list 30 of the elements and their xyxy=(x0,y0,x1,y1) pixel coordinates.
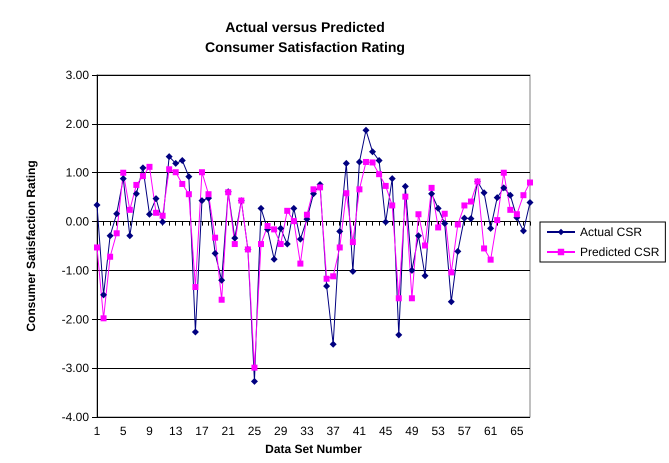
x-tick-label: 53 xyxy=(431,424,446,438)
x-tick-label: 13 xyxy=(169,424,183,438)
x-tick-label: 57 xyxy=(458,424,472,438)
x-axis-title: Data Set Number xyxy=(265,442,362,456)
x-tick-label: 17 xyxy=(195,424,209,438)
x-tick-label: 21 xyxy=(222,424,236,438)
y-tick-label: 0.00 xyxy=(66,214,90,229)
x-tick-label: 65 xyxy=(510,424,524,438)
chart-title: Actual versus Predicted Consumer Satisfaction Rating xyxy=(205,19,405,55)
y-tick-label: 1.00 xyxy=(66,166,90,180)
x-tick-label: 1 xyxy=(94,424,101,438)
y-tick-label: -4.00 xyxy=(62,410,90,424)
x-tick-label: 9 xyxy=(146,424,154,438)
y-tick-label: 3.00 xyxy=(66,68,90,82)
legend-label: Predicted CSR xyxy=(580,245,660,259)
x-tick-label: 37 xyxy=(326,424,340,438)
x-tick-label: 29 xyxy=(274,424,288,438)
x-tick-label: 5 xyxy=(120,424,127,438)
y-tick-label: 2.00 xyxy=(66,116,90,131)
x-tick-label: 45 xyxy=(378,424,393,438)
x-tick-label: 41 xyxy=(352,424,366,438)
x-tick-label: 33 xyxy=(300,424,314,438)
legend-label: Actual CSR xyxy=(580,225,642,239)
y-axis-title: Consumer Satisfaction Rating xyxy=(24,160,38,332)
x-tick-label: 61 xyxy=(484,424,498,438)
y-tick-label: -3.00 xyxy=(62,361,90,376)
x-tick-label: 25 xyxy=(248,424,262,438)
y-tick-label: -1.00 xyxy=(62,263,90,278)
y-tick-label: -2.00 xyxy=(62,312,90,326)
x-tick-label: 49 xyxy=(405,424,419,438)
